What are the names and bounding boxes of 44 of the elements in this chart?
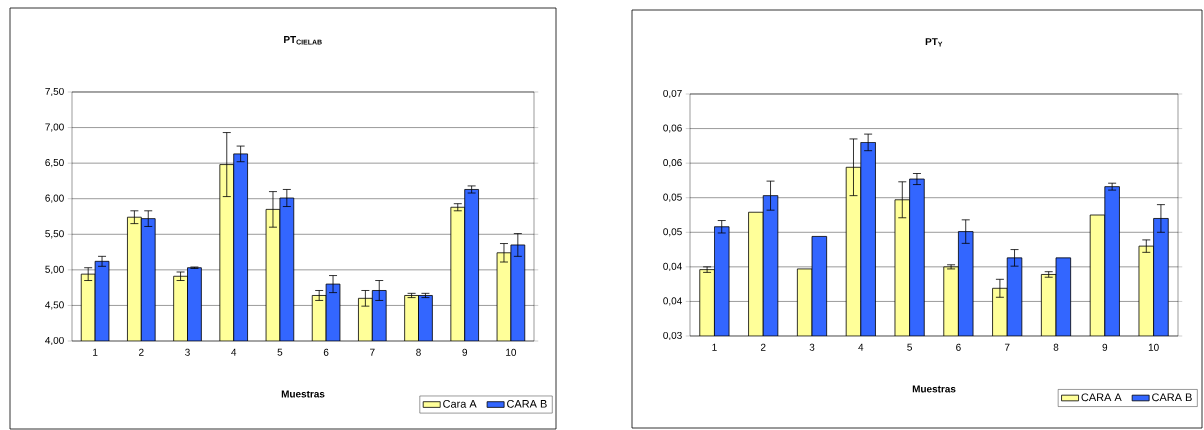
chart-title: PT$_{CIELAB}$	[284, 36, 322, 45]
y-tick-label: 0,05	[663, 193, 682, 202]
x-tick-label: 8	[416, 348, 421, 356]
y-tick-label: 0,06	[663, 124, 682, 133]
x-tick-label: 2	[760, 343, 766, 351]
y-tick-label: 0,04	[663, 262, 682, 271]
x-tick-label: 10	[506, 348, 517, 356]
x-tick-label: 9	[462, 348, 468, 356]
y-tick-label: 6,50	[45, 159, 64, 168]
x-tick-label: 10	[1148, 343, 1159, 351]
y-tick-label: 5,00	[45, 265, 64, 274]
x-tick-label: 3	[809, 343, 815, 351]
x-tick-label: 3	[185, 348, 190, 356]
legend-label: CARA B	[1152, 393, 1192, 402]
y-tick-label: 0,03	[663, 331, 682, 341]
x-tick-label: 9	[1102, 343, 1108, 351]
x-tick-label: 5	[277, 348, 283, 356]
y-tick-label: 0,04	[663, 297, 682, 306]
x-axis-title: Muestras	[912, 385, 956, 393]
y-tick-label: 6,00	[45, 194, 64, 203]
y-tick-label: 7,00	[45, 123, 64, 132]
y-tick-label: 0,05	[663, 228, 682, 237]
x-tick-label: 7	[370, 348, 375, 356]
x-tick-label: 1	[93, 348, 98, 356]
legend-label: CARA A	[1081, 393, 1122, 402]
y-tick-label: 4,00	[45, 336, 64, 346]
x-tick-label: 4	[858, 343, 864, 351]
x-tick-label: 6	[956, 343, 961, 351]
x-tick-label: 4	[231, 348, 237, 356]
x-tick-label: 8	[1053, 343, 1059, 351]
x-tick-label: 5	[907, 343, 912, 351]
x-tick-label: 7	[1004, 343, 1010, 351]
x-tick-label: 6	[323, 348, 329, 356]
y-tick-label: 4,50	[45, 301, 64, 310]
x-tick-label: 2	[139, 348, 144, 356]
y-tick-label: 0,07	[663, 89, 682, 99]
chart-title: PT$_{Y}$	[925, 38, 943, 47]
y-tick-label: 7,50	[45, 87, 64, 97]
legend-label: Cara A	[443, 399, 477, 408]
y-tick-label: 0,06	[663, 159, 682, 168]
y-tick-label: 5,50	[45, 230, 64, 239]
legend-label: CARA B	[507, 399, 547, 408]
x-tick-label: 1	[712, 343, 717, 351]
x-axis-title: Muestras	[281, 390, 325, 398]
